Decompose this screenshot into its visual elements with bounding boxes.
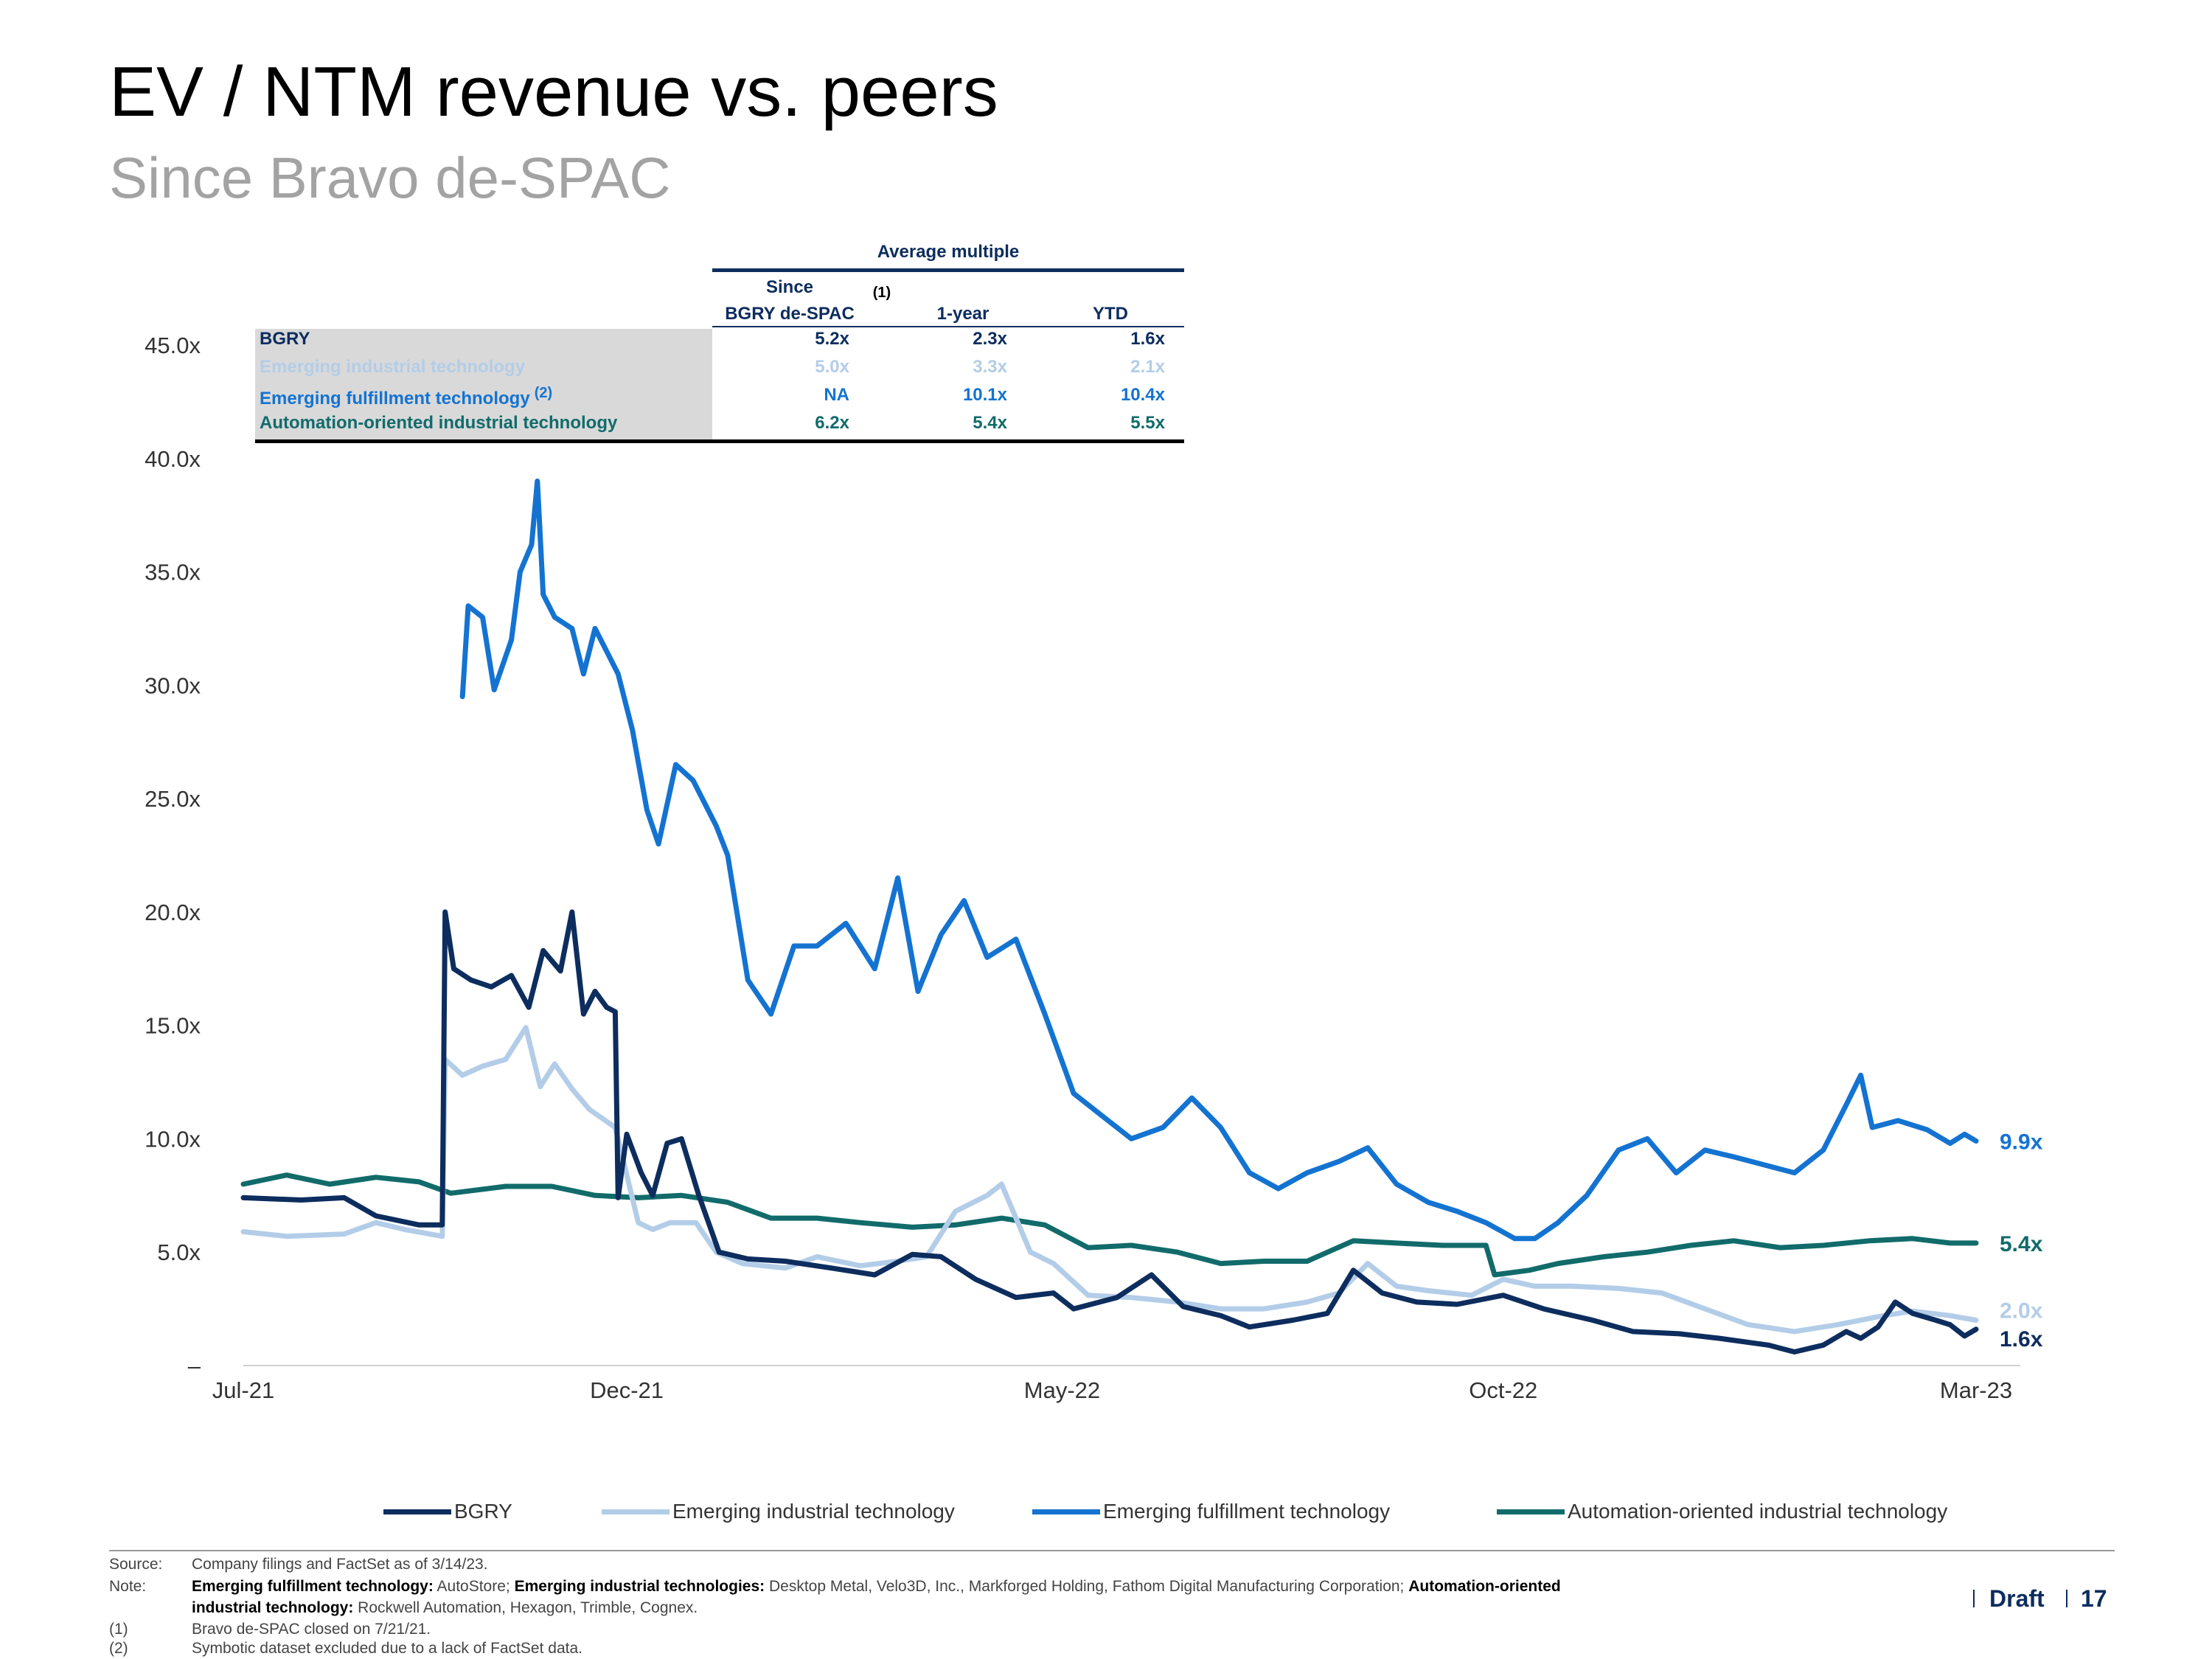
draft-label: Draft bbox=[1989, 1585, 2045, 1612]
table-name-column-shading bbox=[255, 329, 712, 439]
table-col1-header-line1: Since bbox=[765, 277, 814, 297]
table-cell: 10.1x bbox=[962, 385, 1007, 405]
page-subtitle: Since Bravo de-SPAC bbox=[109, 145, 671, 210]
draft-separator-left bbox=[1973, 1590, 1975, 1607]
series-end-label: 2.0x bbox=[2000, 1298, 2043, 1323]
table-cell: NA bbox=[824, 385, 849, 405]
end-labels: 1.6x 2.0x 9.9x 5.4x bbox=[2000, 1130, 2043, 1352]
table-bottom-rule bbox=[255, 439, 1184, 443]
table-cell: 5.0x bbox=[815, 357, 849, 377]
y-tick-label: 45.0x bbox=[145, 333, 201, 358]
legend-label-automation: Automation-oriented industrial technolog… bbox=[1568, 1500, 1948, 1523]
series-end-label: 1.6x bbox=[2000, 1327, 2043, 1352]
table-row-name: Emerging fulfillment technology (2) bbox=[260, 385, 553, 408]
y-axis: – 5.0x 10.0x 15.0x 20.0x 25.0x 30.0x 35.0x 40.0x… bbox=[145, 333, 201, 1379]
legend-item-industrial: Emerging industrial technology bbox=[602, 1500, 955, 1523]
table-row-name: Emerging industrial technology bbox=[260, 357, 526, 377]
table-col1-footnote: (1) bbox=[872, 285, 891, 301]
footnote-2: (2) Symbotic dataset excluded due to a la… bbox=[109, 1640, 582, 1657]
table-cell: 5.2x bbox=[815, 329, 849, 349]
series-lines bbox=[240, 479, 1979, 1354]
table-top-rule bbox=[712, 268, 1184, 272]
table-cell: 1.6x bbox=[1130, 329, 1165, 349]
table-cell: 2.1x bbox=[1130, 357, 1165, 377]
x-tick-label: Mar-23 bbox=[1940, 1377, 2012, 1403]
series-end-label: 9.9x bbox=[2000, 1130, 2043, 1155]
legend-label-fulfillment: Emerging fulfillment technology bbox=[1103, 1500, 1391, 1523]
table-cell: 5.4x bbox=[973, 413, 1007, 433]
series-line-emerging-fulfillment-technology bbox=[459, 479, 1979, 1242]
y-tick-label: 20.0x bbox=[145, 900, 201, 925]
legend-item-automation: Automation-oriented industrial technolog… bbox=[1497, 1500, 1947, 1523]
table-col2-header: 1-year bbox=[936, 304, 990, 324]
footnote-note: Note: Emerging fulfillment technology: Au… bbox=[109, 1578, 1561, 1595]
legend-swatch-industrial bbox=[602, 1509, 669, 1514]
series-line-bgry bbox=[240, 909, 1979, 1354]
legend-label-industrial: Emerging industrial technology bbox=[672, 1500, 955, 1523]
legend-swatch-automation bbox=[1497, 1509, 1565, 1514]
x-tick-label: Oct-22 bbox=[1469, 1377, 1537, 1403]
table-group-header: Average multiple bbox=[877, 242, 1020, 262]
footnote-1: (1) Bravo de-SPAC closed on 7/21/21. bbox=[109, 1621, 431, 1638]
table-col3-header: YTD bbox=[1093, 304, 1128, 324]
table-cell: 2.3x bbox=[973, 329, 1007, 349]
footnote-note-continued: industrial technology: Rockwell Automati… bbox=[192, 1599, 698, 1616]
y-tick-label: 35.0x bbox=[145, 560, 201, 585]
legend-item-fulfillment: Emerging fulfillment technology bbox=[1032, 1500, 1390, 1523]
table-col1-header-line2: BGRY de-SPAC bbox=[725, 304, 855, 324]
series-line-emerging-industrial-technology bbox=[240, 1025, 1979, 1335]
table-cell: 3.3x bbox=[973, 357, 1007, 377]
footnote-rule bbox=[109, 1550, 2115, 1551]
series-line-automation-oriented-industrial-technology bbox=[240, 1172, 1979, 1278]
line-chart: – 5.0x 10.0x 15.0x 20.0x 25.0x 30.0x 35.0x 40.0x… bbox=[145, 333, 2043, 1403]
x-tick-label: May-22 bbox=[1024, 1377, 1100, 1403]
y-tick-label: – bbox=[188, 1353, 201, 1379]
draft-separator-right bbox=[2066, 1590, 2067, 1607]
y-tick-label: 25.0x bbox=[145, 786, 201, 812]
legend-item-bgry: BGRY bbox=[383, 1500, 512, 1523]
legend-swatch-fulfillment bbox=[1032, 1509, 1100, 1514]
table-cell: 6.2x bbox=[815, 413, 849, 433]
table-header-rule bbox=[712, 326, 1184, 327]
x-axis: Jul-21 Dec-21 May-22 Oct-22 Mar-23 bbox=[212, 1377, 2012, 1403]
y-tick-label: 5.0x bbox=[157, 1239, 201, 1265]
table-cell: 10.4x bbox=[1120, 385, 1165, 405]
table-cell: 5.5x bbox=[1130, 413, 1165, 433]
legend-label-bgry: BGRY bbox=[454, 1500, 512, 1523]
y-tick-label: 40.0x bbox=[145, 446, 201, 472]
page-number: 17 bbox=[2081, 1585, 2107, 1612]
table-row-name: BGRY bbox=[260, 329, 310, 349]
x-tick-label: Jul-21 bbox=[212, 1377, 274, 1403]
page-title: EV / NTM revenue vs. peers bbox=[109, 52, 998, 131]
footnote-source: Source: Company filings and FactSet as of… bbox=[109, 1556, 488, 1573]
y-tick-label: 30.0x bbox=[145, 672, 201, 698]
y-tick-label: 10.0x bbox=[145, 1126, 201, 1152]
y-tick-label: 15.0x bbox=[145, 1013, 201, 1039]
legend-swatch-bgry bbox=[383, 1509, 451, 1514]
table-row-footnote: (2) bbox=[534, 385, 553, 401]
series-end-label: 5.4x bbox=[2000, 1232, 2043, 1256]
table-row-name: Automation-oriented industrial technolog… bbox=[260, 413, 618, 433]
x-tick-label: Dec-21 bbox=[590, 1377, 664, 1403]
